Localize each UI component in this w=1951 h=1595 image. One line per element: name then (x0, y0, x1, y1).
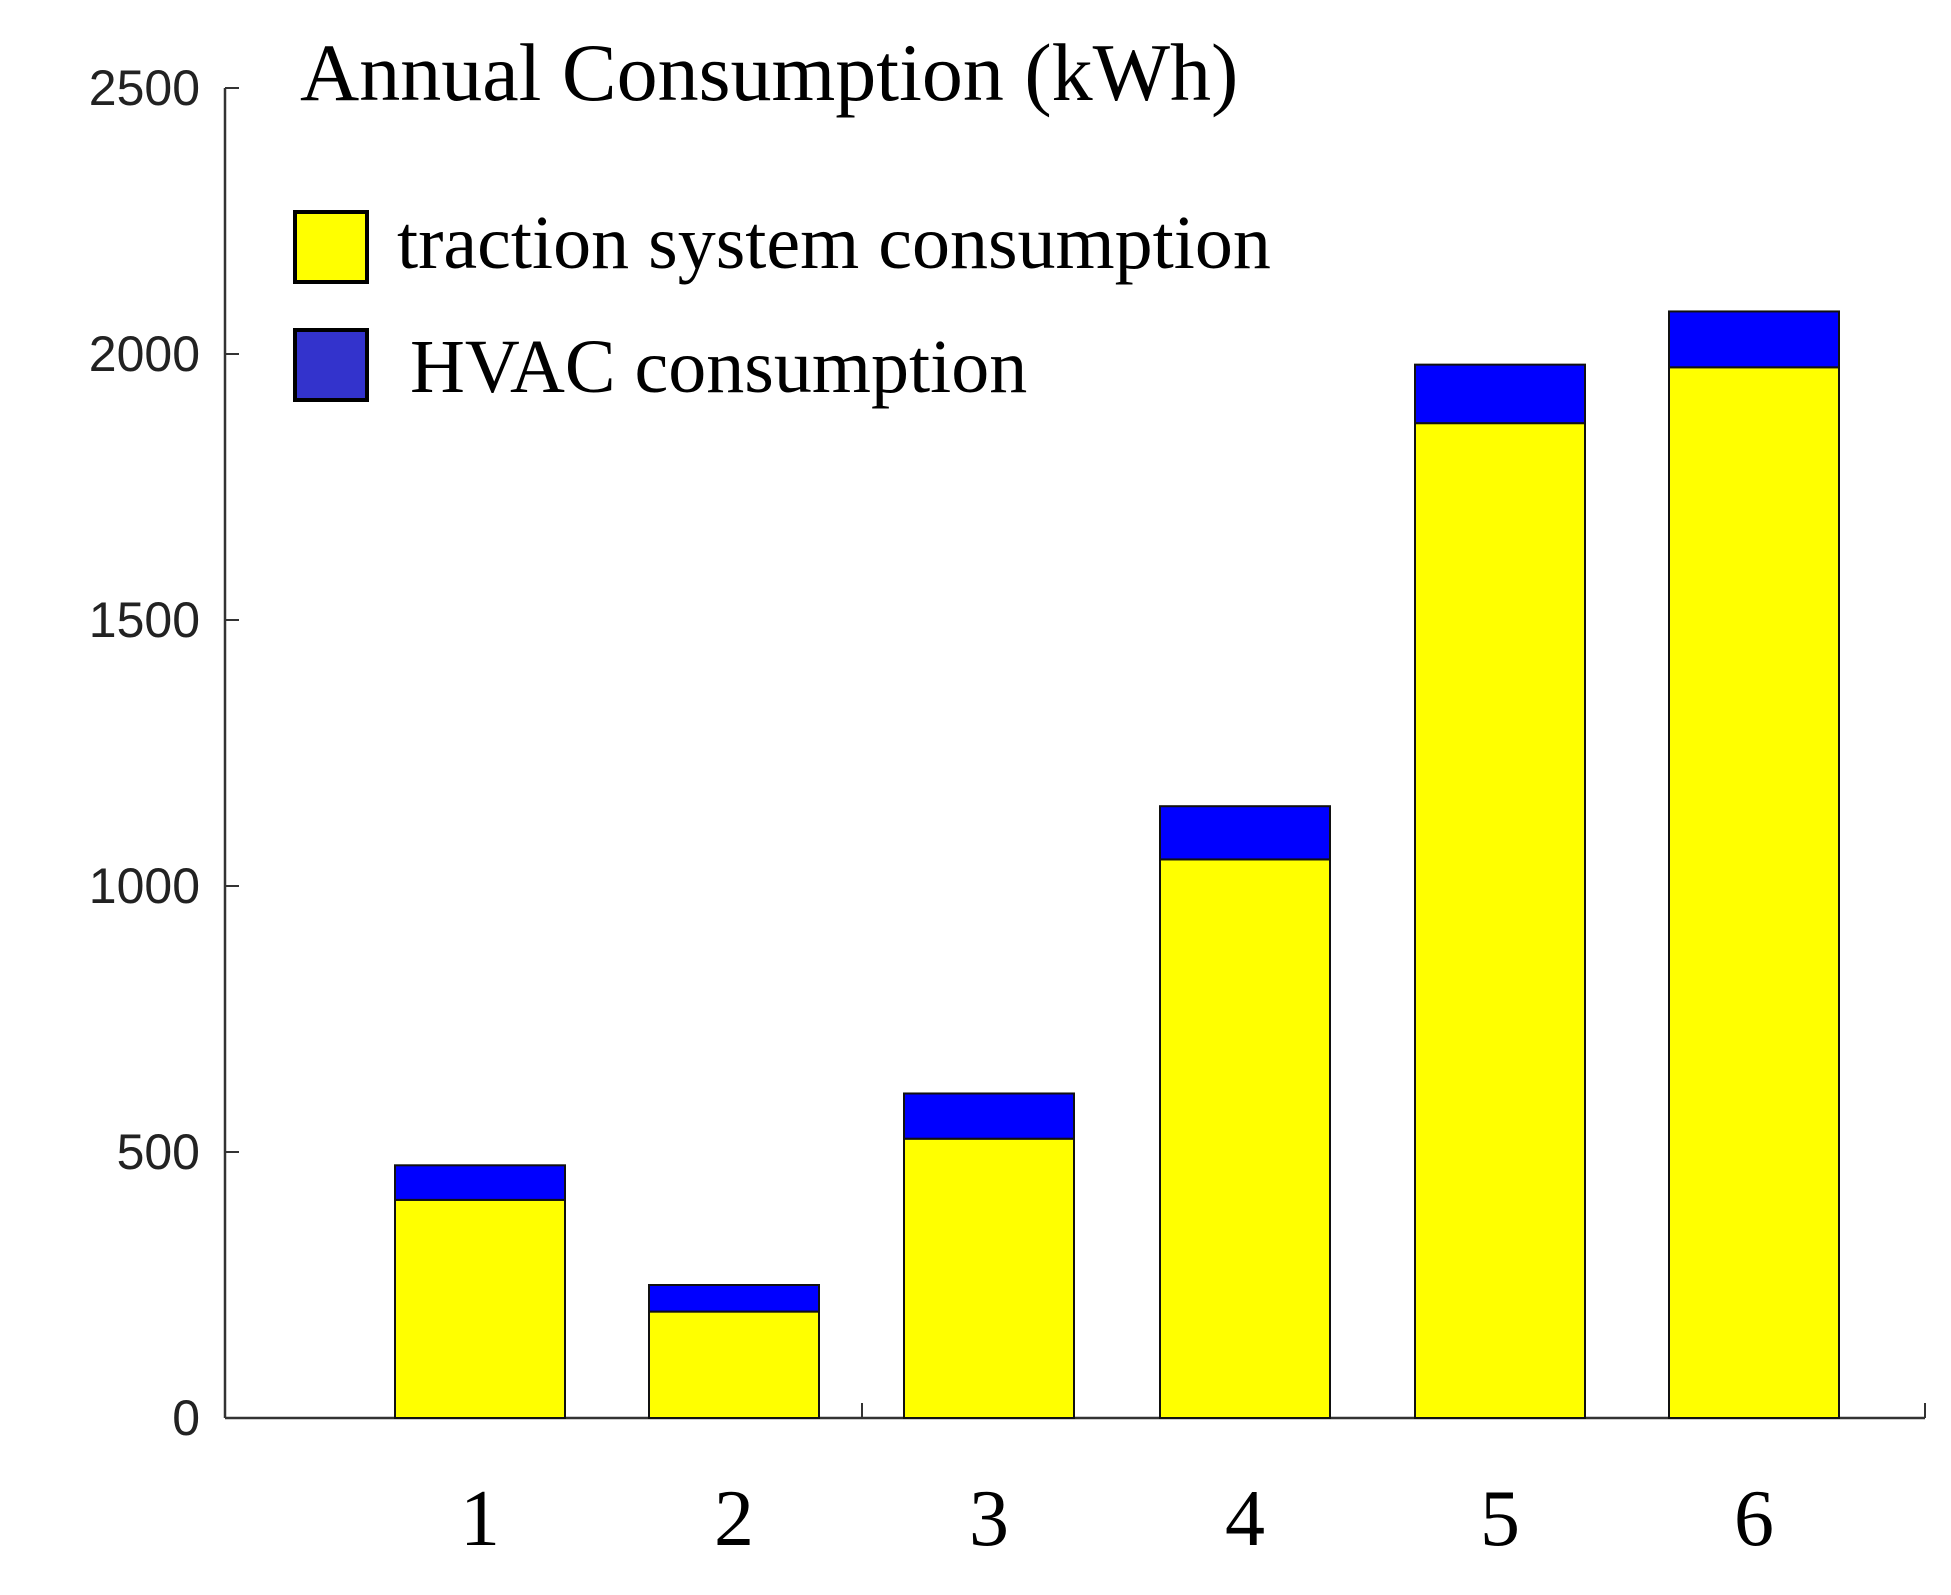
x-tick-label-6: 6 (1734, 1475, 1774, 1563)
y-tick-label-500: 500 (117, 1124, 200, 1180)
bar-hvac-6 (1668, 310, 1840, 369)
bar-traction-1 (394, 1198, 566, 1419)
chart-title: Annual Consumption (kWh) (300, 27, 1238, 118)
bar-hvac-5 (1414, 363, 1586, 425)
bar-traction-4 (1159, 858, 1331, 1419)
bar-traction-3 (903, 1137, 1075, 1419)
legend-label-traction: traction system consumption (397, 201, 1271, 285)
bar-hvac-1 (394, 1164, 566, 1201)
x-tick-label-5: 5 (1480, 1475, 1520, 1563)
legend: traction system consumption HVAC consump… (293, 201, 1271, 409)
y-axis (223, 87, 239, 1419)
bars (394, 310, 1840, 1420)
x-tick-label-2: 2 (714, 1475, 754, 1563)
x-tick-labels: 1 2 3 4 5 6 (460, 1475, 1774, 1563)
y-tick-label-1000: 1000 (89, 858, 200, 914)
legend-label-hvac: HVAC consumption (410, 325, 1027, 409)
bar-traction-5 (1414, 422, 1586, 1420)
legend-swatch-traction (293, 210, 369, 284)
legend-swatch-hvac (293, 328, 369, 402)
bar-traction-2 (648, 1310, 820, 1419)
x-tick-label-3: 3 (969, 1475, 1009, 1563)
bar-hvac-4 (1159, 805, 1331, 861)
x-tick-label-1: 1 (460, 1475, 500, 1563)
bar-hvac-3 (903, 1092, 1075, 1140)
bar-hvac-2 (648, 1284, 820, 1313)
bar-traction-6 (1668, 366, 1840, 1419)
y-tick-label-1500: 1500 (89, 592, 200, 648)
y-tick-label-2500: 2500 (89, 60, 200, 116)
x-tick-label-4: 4 (1225, 1475, 1265, 1563)
y-tick-labels: 0 500 1000 1500 2000 2500 (89, 60, 200, 1446)
y-tick-label-2000: 2000 (89, 326, 200, 382)
y-tick-label-0: 0 (172, 1390, 200, 1446)
